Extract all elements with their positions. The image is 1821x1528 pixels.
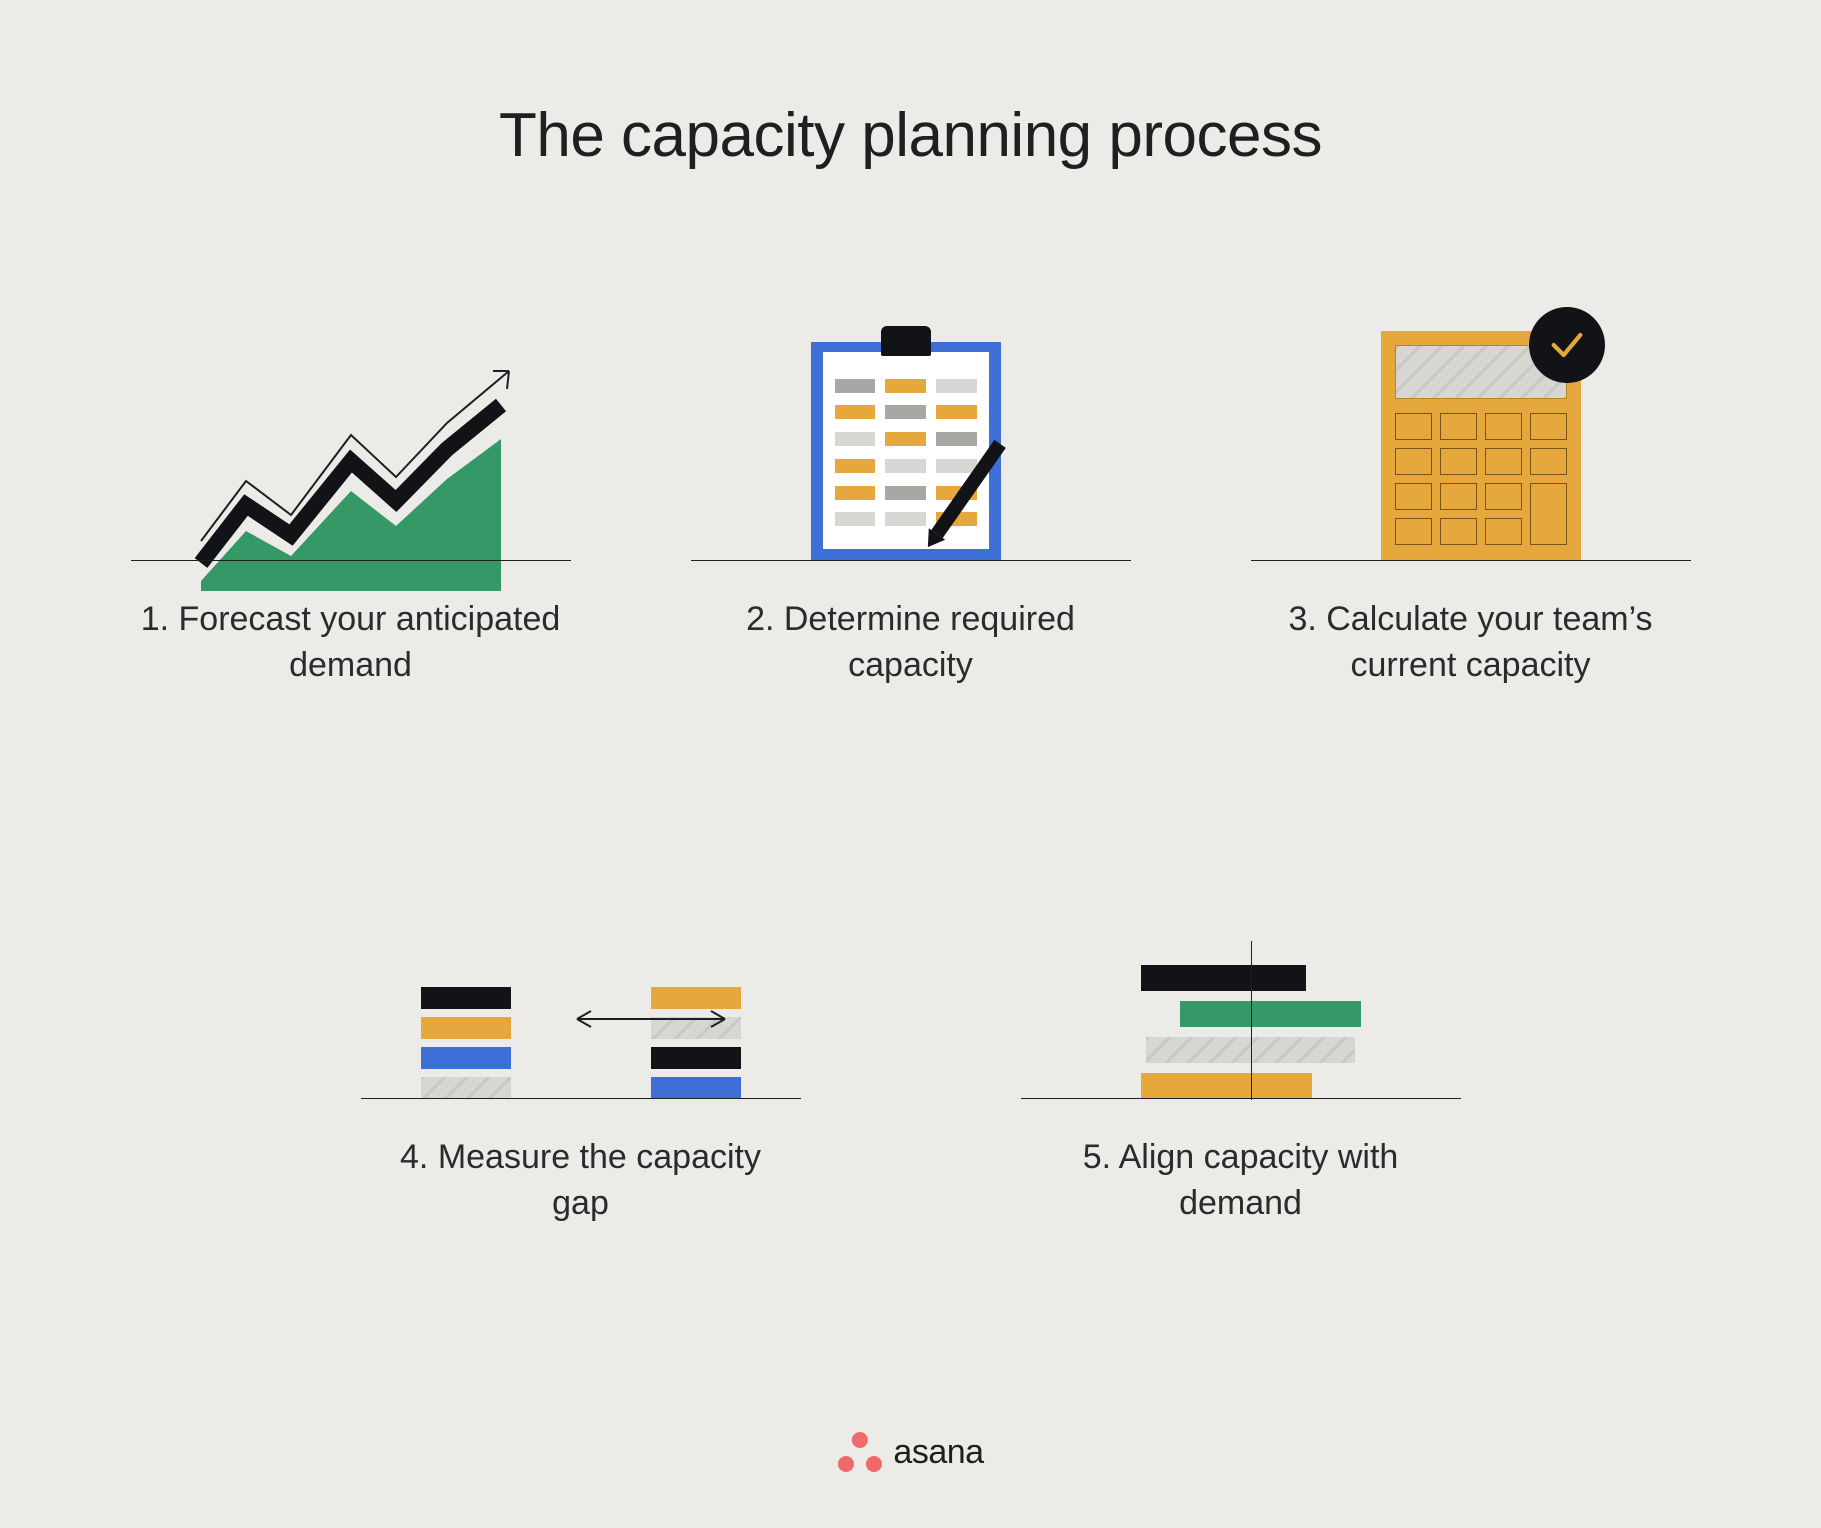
page-title: The capacity planning process bbox=[499, 100, 1322, 171]
infographic-page: The capacity planning process bbox=[0, 0, 1821, 1528]
step-caption: 3. Calculate your team’s current capacit… bbox=[1261, 597, 1681, 689]
check-badge-icon bbox=[1529, 307, 1605, 383]
capacity-gap-icon bbox=[361, 849, 801, 1099]
step-caption: 5. Align capacity with demand bbox=[1031, 1135, 1451, 1227]
clipboard-rows bbox=[823, 352, 989, 549]
double-arrow-icon bbox=[571, 1009, 731, 1029]
steps-row-2: 4. Measure the capacity gap 5. Align cap… bbox=[100, 849, 1721, 1227]
step-2: 2. Determine required capacity bbox=[691, 311, 1131, 689]
steps-row-1: 1. Forecast your anticipated demand bbox=[100, 311, 1721, 689]
align-icon bbox=[1021, 849, 1461, 1099]
step-caption: 1. Forecast your anticipated demand bbox=[141, 597, 561, 689]
step-3: 3. Calculate your team’s current capacit… bbox=[1251, 311, 1691, 689]
growth-chart-icon bbox=[131, 311, 571, 561]
brand-name: asana bbox=[893, 1433, 983, 1472]
left-stack bbox=[421, 987, 511, 1099]
asana-dots-icon bbox=[837, 1432, 881, 1472]
calculator-icon bbox=[1251, 311, 1691, 561]
clipboard-icon bbox=[691, 311, 1131, 561]
step-caption: 4. Measure the capacity gap bbox=[371, 1135, 791, 1227]
right-stack bbox=[651, 987, 741, 1099]
brand-logo: asana bbox=[837, 1432, 983, 1472]
step-4: 4. Measure the capacity gap bbox=[361, 849, 801, 1227]
step-5: 5. Align capacity with demand bbox=[1021, 849, 1461, 1227]
step-1: 1. Forecast your anticipated demand bbox=[131, 311, 571, 689]
step-caption: 2. Determine required capacity bbox=[701, 597, 1121, 689]
centerline bbox=[1251, 941, 1252, 1100]
